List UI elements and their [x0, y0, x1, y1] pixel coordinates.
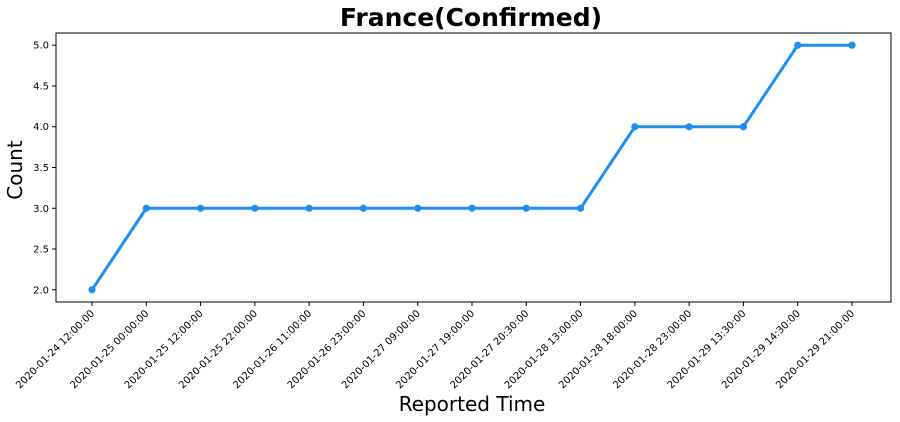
- data-point: [685, 123, 693, 131]
- y-tick-label: 4.5: [33, 81, 49, 92]
- data-point: [848, 41, 856, 49]
- data-point: [88, 286, 96, 294]
- data-point: [631, 123, 639, 131]
- data-point: [196, 204, 205, 212]
- data-point: [522, 204, 530, 212]
- data-point: [576, 204, 585, 212]
- data-point: [305, 204, 313, 212]
- series-line: [90, 43, 854, 292]
- chart-title: France(Confirmed): [340, 3, 602, 32]
- y-tick-label: 5.0: [33, 41, 49, 52]
- data-point: [468, 204, 476, 212]
- y-axis: 2.0 2.5 3.0 3.5 4.0 4.5 5.0: [33, 41, 56, 296]
- y-axis-label: Count: [3, 140, 27, 200]
- data-point: [142, 204, 150, 212]
- y-tick-label: 3.0: [33, 204, 49, 215]
- plot-area-frame: [55, 32, 892, 303]
- data-point: [794, 41, 802, 49]
- y-tick-label: 3.5: [33, 163, 49, 174]
- y-tick-label: 2.5: [33, 245, 49, 256]
- data-point: [739, 123, 748, 131]
- data-point: [359, 204, 368, 212]
- series-layer: [88, 41, 856, 294]
- y-tick-label: 2.0: [33, 285, 49, 296]
- data-point: [414, 204, 422, 212]
- data-point: [251, 204, 259, 212]
- y-tick-label: 4.0: [33, 122, 49, 133]
- x-axis-label: Reported Time: [399, 392, 546, 416]
